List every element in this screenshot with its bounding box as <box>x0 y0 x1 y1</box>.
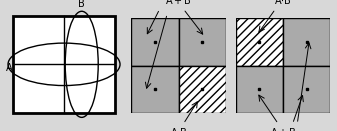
Bar <box>131 66 179 113</box>
Text: $\rm A+B$: $\rm A+B$ <box>270 126 297 131</box>
Bar <box>131 18 179 66</box>
Bar <box>283 66 330 113</box>
Bar <box>179 18 226 66</box>
Bar <box>236 18 283 66</box>
Text: $\overline{\rm A}{\cdot}\overline{\rm B}$: $\overline{\rm A}{\cdot}\overline{\rm B}… <box>274 0 292 7</box>
Bar <box>179 66 226 113</box>
Text: $\overline{\rm A}+\overline{\rm B}$: $\overline{\rm A}+\overline{\rm B}$ <box>165 0 192 7</box>
Bar <box>13 16 115 113</box>
Text: B: B <box>78 0 85 9</box>
Text: A: A <box>6 63 13 73</box>
Bar <box>236 66 283 113</box>
Text: $\rm A{\cdot}B$: $\rm A{\cdot}B$ <box>170 126 187 131</box>
Bar <box>283 18 330 66</box>
